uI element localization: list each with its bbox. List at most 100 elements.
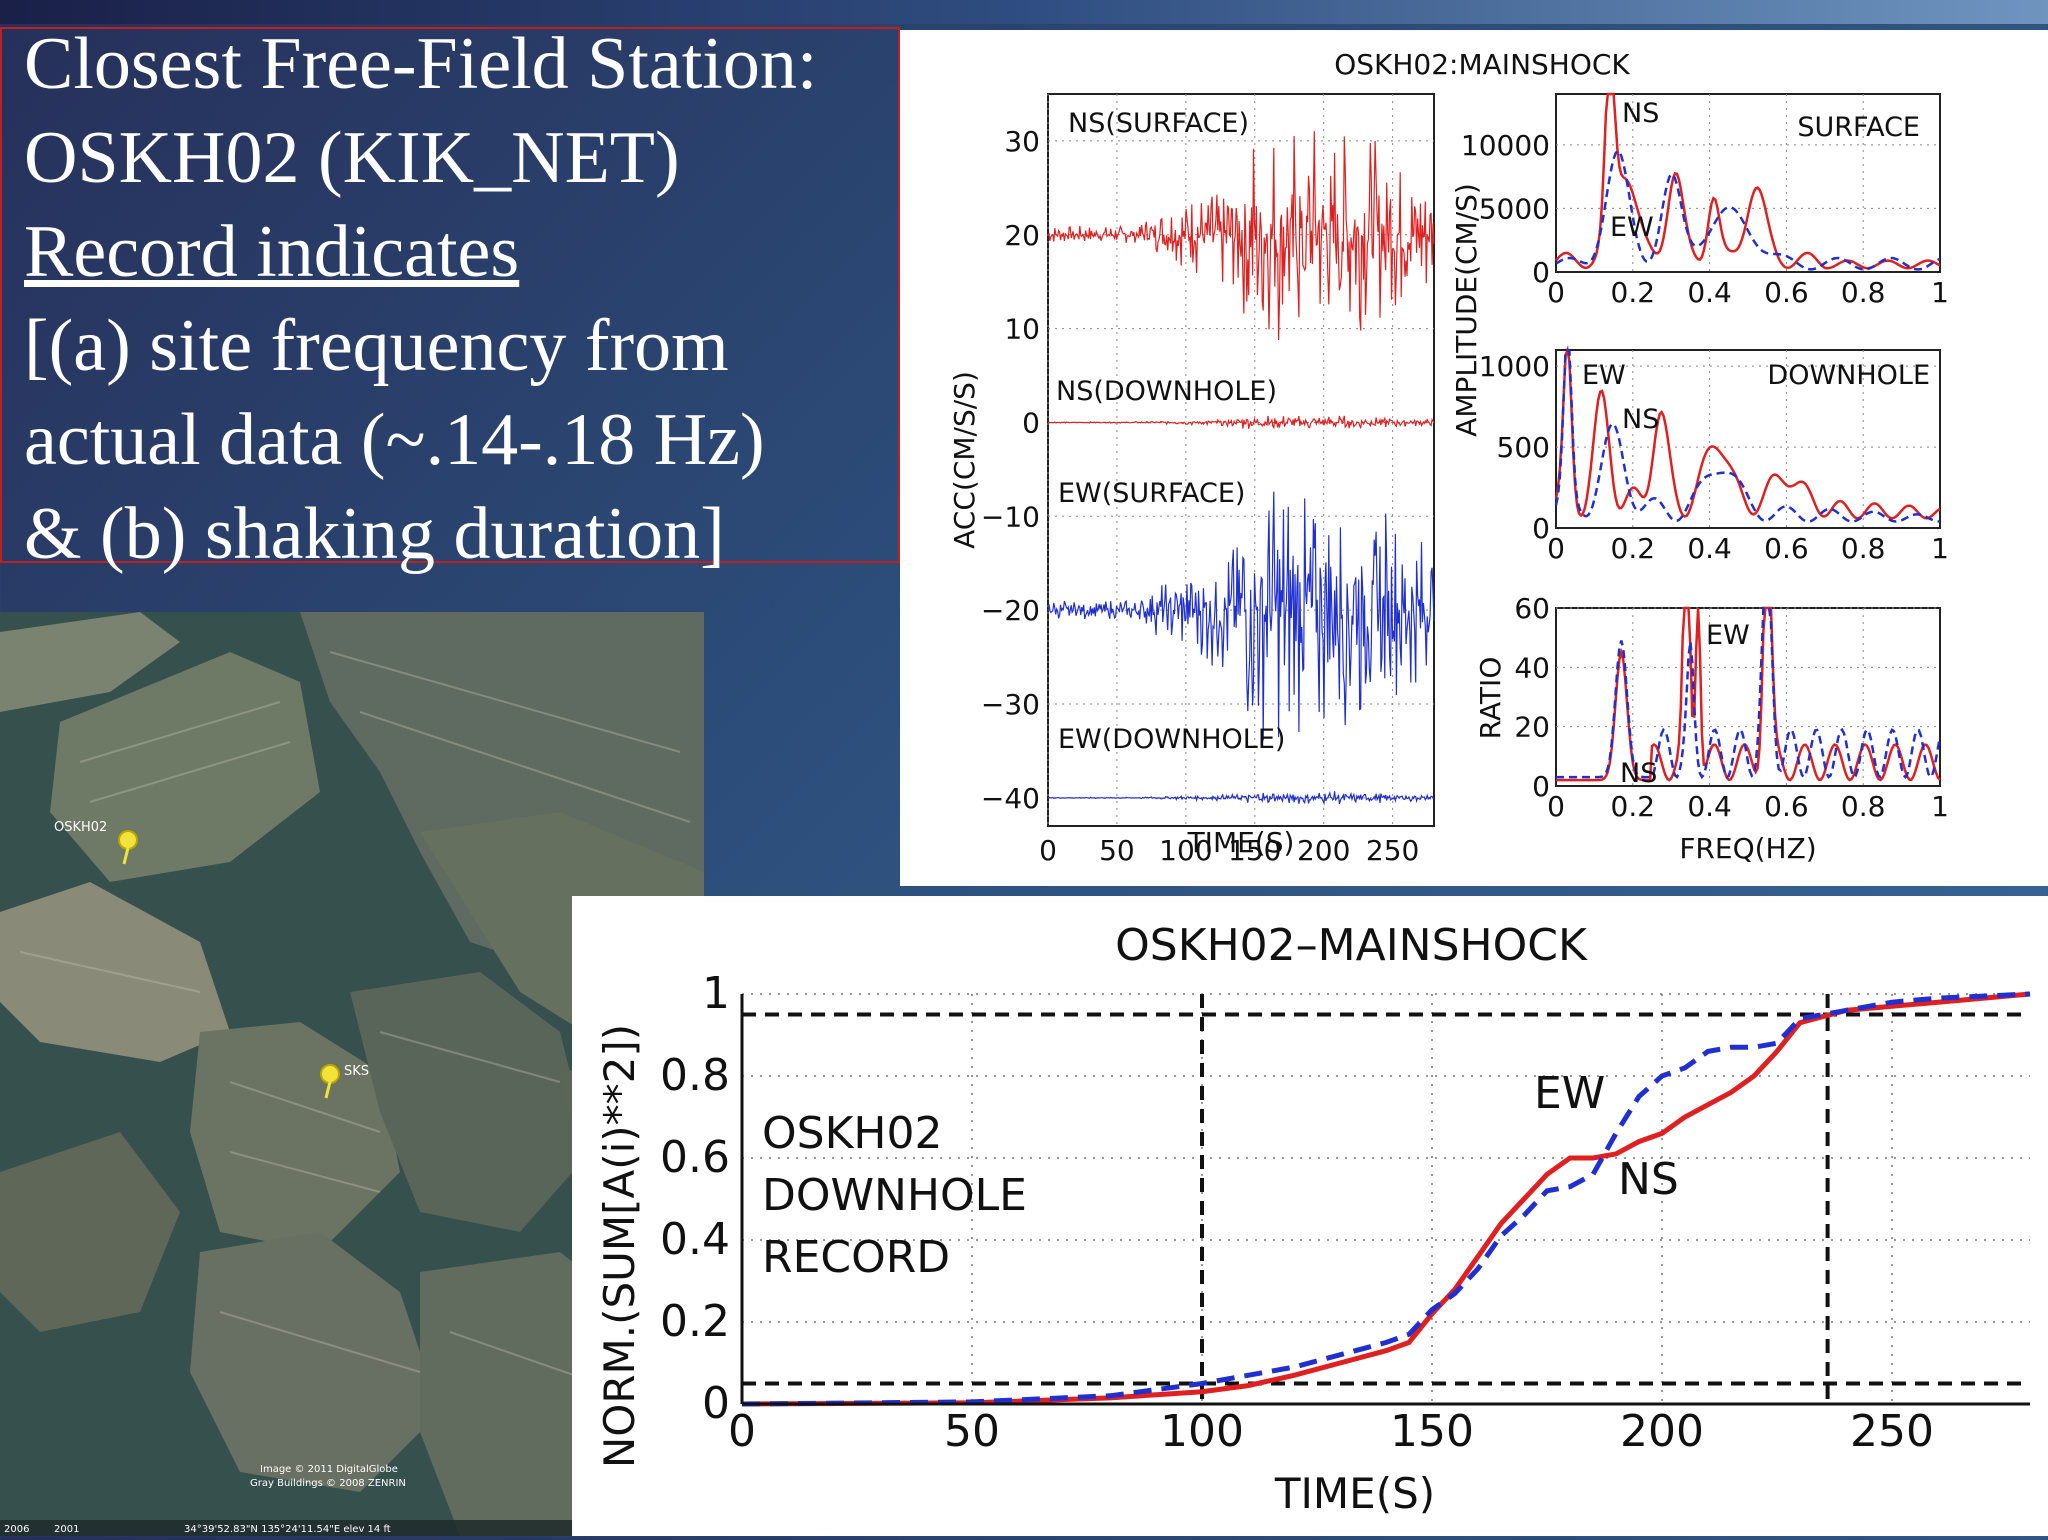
dh-ns-line	[1554, 345, 1941, 520]
chart-xtick: 150	[1390, 1406, 1474, 1457]
dh-ytick: 0	[1532, 512, 1550, 545]
dh-ytick: 500	[1497, 431, 1550, 464]
chart-xtick: 250	[1850, 1406, 1934, 1457]
surface-ns-label: NS	[1622, 98, 1659, 129]
ratio-ytick: 40	[1514, 651, 1550, 684]
spectra-xlabel: FREQ(HZ)	[1679, 832, 1816, 865]
ratio-ew-line	[1556, 606, 1942, 780]
accel-ytick: 30	[1004, 125, 1040, 158]
ratio-ytick: 0	[1532, 770, 1550, 803]
accel-ytick: −10	[981, 500, 1040, 533]
ratio-xtick: 0.6	[1764, 790, 1809, 823]
chart-xtick: 100	[1160, 1406, 1244, 1457]
ratio-xtick: 0.4	[1687, 790, 1732, 823]
figure-cumulative-energy: OSKH02–MAINSHOCK 0 0.2 0.4 0.6 0.8 1 0 50 100 15…	[572, 896, 2048, 1536]
label-ns-downhole: NS(DOWNHOLE)	[1056, 376, 1277, 407]
figure-oskh02-mainshock: OSKH02:MAINSHOCK 30 20 10 0 −10 −20 −30 −40 0 50…	[900, 30, 2048, 886]
oskh02-pin-icon[interactable]	[118, 830, 138, 865]
surf-xtick: 0.2	[1611, 276, 1656, 309]
label-ew-downhole: EW(DOWNHOLE)	[1058, 724, 1285, 755]
slide-line-1: Closest Free-Field Station:	[24, 23, 818, 105]
ratio-ytick: 60	[1514, 592, 1550, 625]
dh-xtick: 0.4	[1687, 532, 1732, 565]
ratio-panel: EW NS 60 40 20 0 0 0.2 0.4 0.6 0.8 1 RATIO FREQ(…	[1474, 592, 1949, 865]
ratio-xtick: 0	[1547, 790, 1565, 823]
series-line-ew	[741, 991, 2031, 1407]
sks-label: SKS	[344, 1064, 369, 1079]
ratio-ylabel: RATIO	[1474, 657, 1507, 740]
ratio-ew-label: EW	[1706, 620, 1750, 651]
accel-xtick: 200	[1297, 834, 1350, 867]
chart-ylabel: NORM.(SUM[A(i)**2])	[595, 1024, 644, 1468]
annotation-line-3: RECORD	[762, 1232, 950, 1283]
chart-title: OSKH02–MAINSHOCK	[1115, 920, 1588, 971]
accel-xtick: 150	[1228, 834, 1281, 867]
accel-xtick: 250	[1366, 834, 1419, 867]
downhole-ns-label: NS	[1622, 404, 1659, 435]
downhole-ew-label: EW	[1582, 360, 1626, 391]
surf-xtick: 1	[1931, 276, 1949, 309]
surf-ytick: 0	[1532, 256, 1550, 289]
accel-ylabel: ACC(CM/S/S)	[948, 371, 981, 549]
dh-xtick: 0	[1547, 532, 1565, 565]
chart-ytick: 0.4	[660, 1214, 730, 1265]
series-label-ns: NS	[1618, 1154, 1679, 1205]
trace-ns-downhole	[1047, 415, 1435, 430]
accel-xtick: 100	[1159, 834, 1212, 867]
surface-ew-label: EW	[1610, 212, 1654, 243]
status-year-2: 2001	[54, 1524, 79, 1535]
chart-ytick: 0.6	[660, 1132, 730, 1183]
chart-xtick: 0	[728, 1406, 756, 1457]
ratio-ns-line	[1556, 606, 1941, 782]
series-label-ew: EW	[1534, 1068, 1605, 1119]
surf-ns-line	[1555, 92, 1941, 270]
dh-xtick: 1	[1931, 532, 1949, 565]
dh-xtick: 0.6	[1764, 532, 1809, 565]
series-line-ns	[741, 991, 2031, 1407]
dh-ew-line	[1554, 348, 1941, 523]
chart-xtick: 200	[1620, 1406, 1704, 1457]
slide-line-5: actual data (~.14-.18 Hz)	[24, 399, 765, 481]
slide-text-box: Closest Free-Field Station: OSKH02 (KIK_…	[0, 23, 900, 575]
accel-ytick: −20	[981, 594, 1040, 627]
surf-xtick: 0.4	[1687, 276, 1732, 309]
surf-ew-line	[1555, 149, 1941, 271]
accel-ytick: −30	[981, 688, 1040, 721]
amplitude-ylabel: AMPLITUDE(CM/S)	[1450, 183, 1483, 437]
slide-line-4: [(a) site frequency from	[24, 305, 729, 387]
ratio-ytick: 20	[1514, 711, 1550, 744]
downhole-tag: DOWNHOLE	[1767, 360, 1930, 391]
slide-line-2: OSKH02 (KIK_NET)	[24, 117, 680, 199]
ratio-xtick: 0.8	[1841, 790, 1886, 823]
surf-xtick: 0	[1547, 276, 1565, 309]
chart-ytick: 0	[702, 1378, 730, 1429]
ratio-xtick: 0.2	[1611, 790, 1656, 823]
map-credit-2: Gray Buildings © 2008 ZENRIN	[250, 1478, 406, 1489]
ratio-ns-label: NS	[1620, 758, 1657, 789]
surface-spectrum-panel: SURFACE NS EW 10000 5000 0 0 0.2 0.4 0.6 0.8 1	[1461, 92, 1949, 309]
sks-pin-icon[interactable]	[320, 1064, 340, 1099]
accel-ytick: 10	[1004, 313, 1040, 346]
status-year-1: 2006	[4, 1524, 29, 1535]
chart-ytick: 0.2	[660, 1296, 730, 1347]
status-coords: 34°39'52.83"N 135°24'11.54"E elev 14 ft	[184, 1524, 391, 1535]
map-credit-1: Image © 2011 DigitalGlobe	[260, 1464, 398, 1475]
ratio-xtick: 1	[1931, 790, 1949, 823]
dh-xtick: 0.2	[1611, 532, 1656, 565]
figure1-title: OSKH02:MAINSHOCK	[1334, 48, 1630, 81]
accel-ytick: −40	[981, 782, 1040, 815]
surface-tag: SURFACE	[1797, 112, 1920, 143]
surf-xtick: 0.8	[1841, 276, 1886, 309]
label-ns-surface: NS(SURFACE)	[1068, 108, 1249, 139]
slide-line-6: & (b) shaking duration]	[24, 493, 725, 575]
trace-ew-surface	[1047, 491, 1435, 741]
annotation-line-2: DOWNHOLE	[762, 1170, 1027, 1221]
surf-ytick: 5000	[1479, 192, 1550, 225]
dh-ytick: 1000	[1479, 350, 1550, 383]
dh-xtick: 0.8	[1841, 532, 1886, 565]
chart-ytick: 0.8	[660, 1050, 730, 1101]
station-label: OSKH02	[54, 820, 107, 835]
trace-ew-downhole	[1047, 790, 1435, 806]
